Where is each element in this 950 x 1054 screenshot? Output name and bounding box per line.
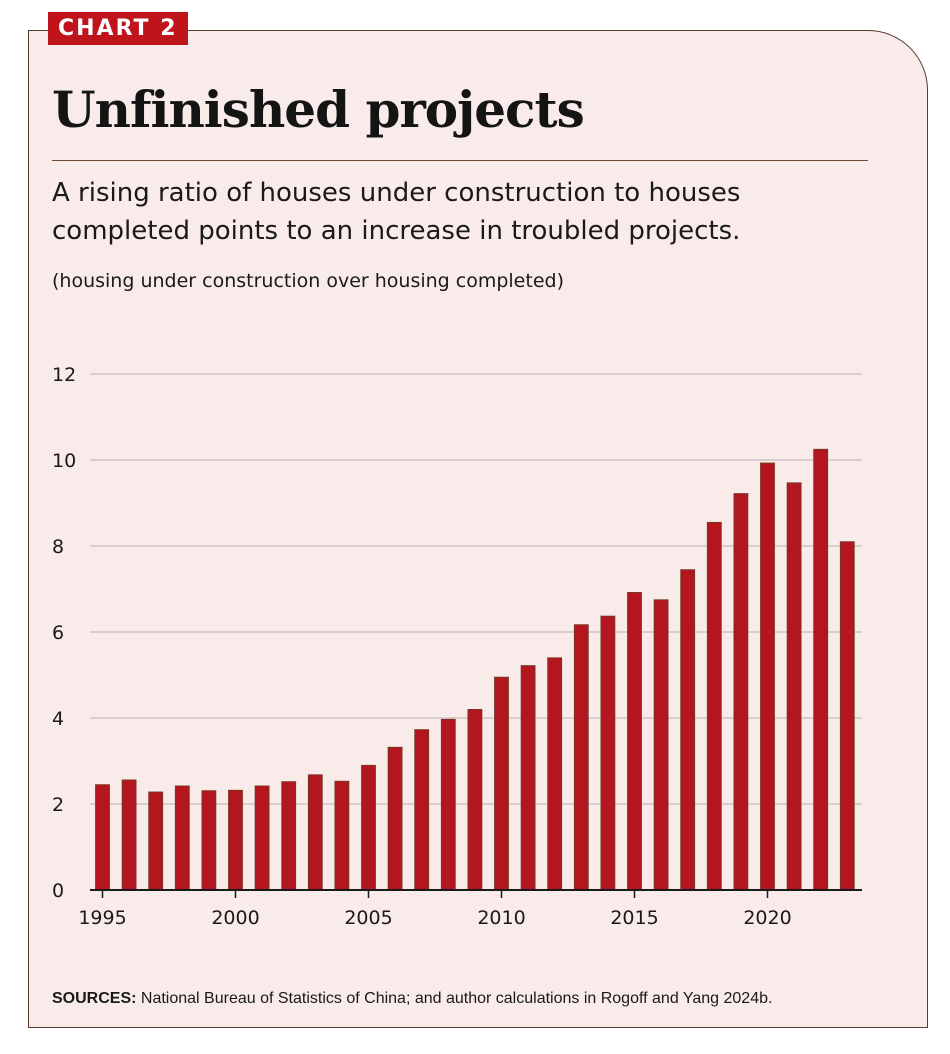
bar — [839, 541, 855, 891]
x-tick-label: 2020 — [743, 907, 791, 929]
sources-note: SOURCES: National Bureau of Statistics o… — [52, 990, 772, 1008]
y-tick-label: 12 — [52, 364, 76, 386]
bar — [733, 493, 749, 891]
bar — [440, 718, 456, 891]
bar — [706, 521, 722, 891]
x-tick-label: 2015 — [610, 907, 658, 929]
bar — [600, 615, 616, 891]
bar — [95, 784, 110, 891]
bar — [228, 789, 243, 891]
x-tick-label: 1995 — [78, 907, 126, 929]
chart-subtitle: A rising ratio of houses under construct… — [52, 178, 741, 246]
title-divider — [52, 160, 868, 161]
x-tick-label: 2010 — [477, 907, 525, 929]
bar — [547, 657, 563, 891]
bar — [627, 592, 642, 891]
bar — [573, 624, 589, 891]
x-tick-label: 2000 — [211, 907, 259, 929]
y-tick-label: 6 — [52, 622, 64, 644]
bar — [307, 774, 323, 891]
x-tick-label: 2005 — [344, 907, 392, 929]
bar — [121, 779, 137, 891]
chart-title: Unfinished projects — [52, 80, 585, 139]
bar — [387, 746, 403, 891]
bar — [494, 676, 509, 891]
bar — [680, 569, 696, 891]
bar — [653, 599, 669, 891]
bar — [174, 785, 190, 891]
bar — [334, 780, 350, 891]
y-tick-label: 10 — [52, 450, 76, 472]
bar — [281, 781, 297, 891]
bar — [786, 482, 802, 891]
unit-note: (housing under construction over housing… — [52, 270, 564, 292]
y-tick-label: 8 — [52, 536, 64, 558]
sources-text: National Bureau of Statistics of China; … — [140, 990, 773, 1007]
y-tick-label: 4 — [52, 708, 64, 730]
bar — [148, 791, 164, 891]
bar — [414, 729, 430, 891]
bar — [467, 709, 483, 891]
bar — [201, 790, 217, 891]
chart-badge: CHART 2 — [48, 12, 188, 45]
bar — [361, 764, 376, 891]
bar — [813, 448, 829, 891]
y-tick-label: 2 — [52, 794, 64, 816]
bar — [760, 462, 775, 891]
bar — [520, 665, 536, 891]
y-tick-label: 0 — [52, 880, 64, 902]
sources-label: SOURCES: — [52, 990, 137, 1007]
bar — [254, 785, 270, 891]
